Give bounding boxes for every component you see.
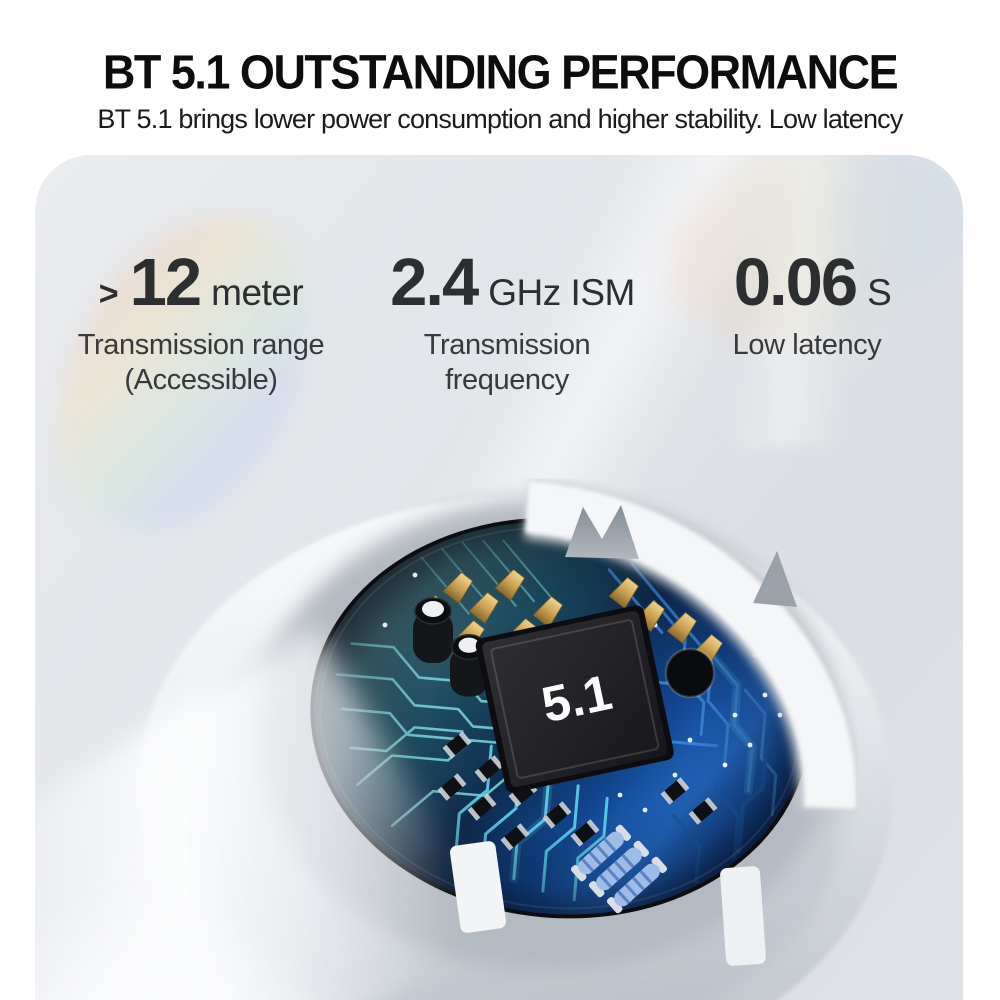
stat-transmission-range: > 12 meter Transmission range (Accessibl… — [49, 249, 353, 399]
stat-label-line-2: frequency — [445, 364, 569, 397]
stat-label-line-2: (Accessible) — [124, 364, 278, 397]
stat-value: 12 — [129, 245, 203, 320]
page-subtitle: BT 5.1 brings lower power consumption an… — [97, 104, 903, 134]
page-title: BT 5.1 OUTSTANDING PERFORMANCE — [102, 44, 899, 100]
round-component — [664, 647, 716, 699]
stat-unit: GHz ISM — [488, 272, 635, 313]
stat-value-row: > 12 meter — [49, 249, 353, 316]
stat-prefix: > — [98, 275, 119, 313]
stat-value-row: 0.06 S — [657, 249, 957, 316]
bluetooth-chip: 5.1 — [475, 605, 674, 793]
product-photo-panel: 5.1 > 12 meter — [35, 155, 963, 1000]
header: BT 5.1 OUTSTANDING PERFORMANCE BT 5.1 br… — [0, 44, 1000, 135]
stat-transmission-frequency: 2.4 GHz ISM Transmission frequency — [357, 249, 657, 399]
stat-label-line-1: Low latency — [732, 329, 882, 361]
stat-label-line-1: Transmission — [423, 329, 591, 361]
stat-label-line-1: Transmission range — [77, 329, 325, 361]
stat-label: Transmission frequency — [357, 328, 657, 399]
stat-label: Transmission range (Accessible) — [49, 328, 353, 399]
stat-unit: meter — [211, 272, 304, 313]
stat-low-latency: 0.06 S Low latency — [657, 249, 957, 363]
stat-value-row: 2.4 GHz ISM — [357, 249, 657, 316]
stat-value: 0.06 — [733, 245, 858, 320]
stat-label: Low latency — [657, 328, 957, 363]
stat-unit: S — [867, 272, 892, 313]
stat-value: 2.4 — [390, 245, 479, 320]
